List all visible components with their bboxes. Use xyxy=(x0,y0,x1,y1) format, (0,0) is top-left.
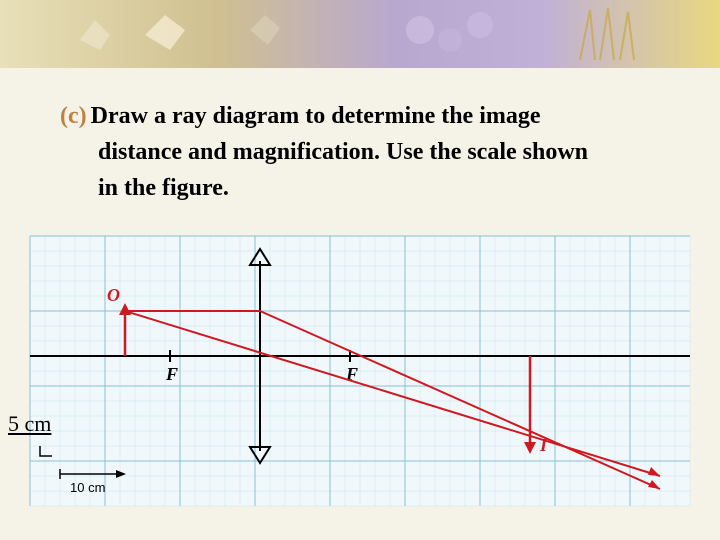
ray-diagram-svg: FFOI10 cm xyxy=(0,226,720,536)
svg-text:O: O xyxy=(107,285,120,305)
decorative-banner xyxy=(0,0,720,68)
question-line-2: distance and magnification. Use the scal… xyxy=(98,134,660,170)
svg-text:I: I xyxy=(539,435,548,455)
question-line-3: in the figure. xyxy=(98,170,660,206)
svg-text:10 cm: 10 cm xyxy=(70,480,105,495)
part-label: (c) xyxy=(60,103,87,129)
ray-diagram-container: 5 cm FFOI10 cm xyxy=(0,226,720,536)
question-text-block: (c) Draw a ray diagram to determine the … xyxy=(0,68,720,226)
scale-label-5cm: 5 cm xyxy=(8,411,51,437)
banner-art xyxy=(0,0,720,68)
svg-text:F: F xyxy=(165,364,178,384)
question-line-1: Draw a ray diagram to determine the imag… xyxy=(91,103,541,129)
